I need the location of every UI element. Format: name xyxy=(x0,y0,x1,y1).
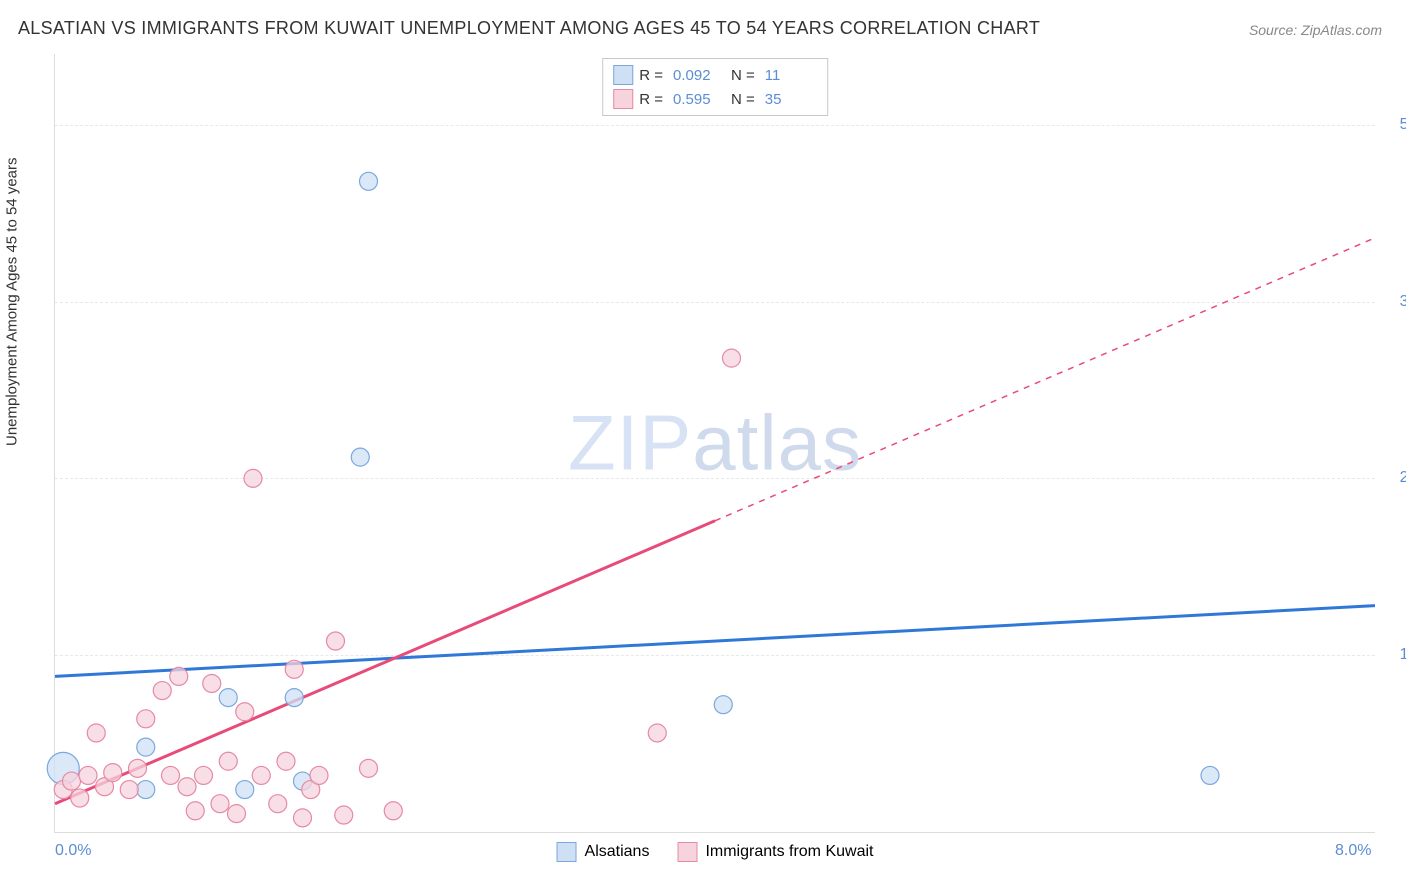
legend-swatch-alsatians xyxy=(557,842,577,862)
data-point-kuwait xyxy=(170,667,188,685)
data-point-alsatians xyxy=(236,781,254,799)
data-point-kuwait xyxy=(79,766,97,784)
data-point-kuwait xyxy=(162,766,180,784)
data-point-kuwait xyxy=(87,724,105,742)
data-point-kuwait xyxy=(195,766,213,784)
data-point-kuwait xyxy=(294,809,312,827)
data-point-kuwait xyxy=(360,759,378,777)
data-point-kuwait xyxy=(137,710,155,728)
legend-label-alsatians: Alsatians xyxy=(585,843,650,861)
data-point-kuwait xyxy=(203,674,221,692)
data-point-alsatians xyxy=(351,448,369,466)
legend-swatch-kuwait xyxy=(677,842,697,862)
data-point-alsatians xyxy=(714,696,732,714)
data-point-kuwait xyxy=(269,795,287,813)
r-value-kuwait: 0.595 xyxy=(673,91,725,108)
source-attribution: Source: ZipAtlas.com xyxy=(1249,22,1382,38)
data-point-kuwait xyxy=(129,759,147,777)
data-point-alsatians xyxy=(285,689,303,707)
x-tick-label: 8.0% xyxy=(1335,842,1371,860)
data-point-kuwait xyxy=(228,805,246,823)
y-tick-label: 37.5% xyxy=(1400,293,1406,311)
chart-plot-area: ZIPatlas R = 0.092 N = 11 R = 0.595 N = … xyxy=(54,54,1375,833)
legend-label-kuwait: Immigrants from Kuwait xyxy=(705,843,873,861)
n-label: N = xyxy=(731,67,755,84)
trend-line-kuwait xyxy=(55,521,715,804)
r-label: R = xyxy=(639,91,663,108)
data-point-kuwait xyxy=(219,752,237,770)
data-point-kuwait xyxy=(310,766,328,784)
legend-item-kuwait: Immigrants from Kuwait xyxy=(677,842,873,862)
data-point-kuwait xyxy=(327,632,345,650)
y-tick-label: 25.0% xyxy=(1400,469,1406,487)
y-axis-label: Unemployment Among Ages 45 to 54 years xyxy=(4,157,21,446)
legend-row-alsatians: R = 0.092 N = 11 xyxy=(613,63,817,87)
legend-swatch-kuwait xyxy=(613,89,633,109)
data-point-kuwait xyxy=(648,724,666,742)
data-point-alsatians xyxy=(1201,766,1219,784)
legend-row-kuwait: R = 0.595 N = 35 xyxy=(613,87,817,111)
data-point-kuwait xyxy=(723,349,741,367)
y-tick-label: 12.5% xyxy=(1400,646,1406,664)
data-point-kuwait xyxy=(236,703,254,721)
legend-swatch-alsatians xyxy=(613,65,633,85)
data-point-kuwait xyxy=(186,802,204,820)
data-point-kuwait xyxy=(104,764,122,782)
data-point-alsatians xyxy=(137,781,155,799)
data-point-kuwait xyxy=(63,772,81,790)
scatter-svg xyxy=(55,54,1375,832)
chart-title: ALSATIAN VS IMMIGRANTS FROM KUWAIT UNEMP… xyxy=(18,18,1040,39)
data-point-kuwait xyxy=(71,789,89,807)
data-point-kuwait xyxy=(178,778,196,796)
trend-line-alsatians xyxy=(55,606,1375,677)
r-label: R = xyxy=(639,67,663,84)
data-point-kuwait xyxy=(211,795,229,813)
data-point-kuwait xyxy=(277,752,295,770)
legend-series: Alsatians Immigrants from Kuwait xyxy=(557,842,874,862)
n-value-alsatians: 11 xyxy=(765,67,817,84)
data-point-alsatians xyxy=(219,689,237,707)
data-point-kuwait xyxy=(285,660,303,678)
legend-correlation: R = 0.092 N = 11 R = 0.595 N = 35 xyxy=(602,58,828,116)
data-point-kuwait xyxy=(244,469,262,487)
data-point-alsatians xyxy=(360,172,378,190)
trend-line-dashed-kuwait xyxy=(715,238,1375,521)
legend-item-alsatians: Alsatians xyxy=(557,842,650,862)
n-value-kuwait: 35 xyxy=(765,91,817,108)
data-point-alsatians xyxy=(137,738,155,756)
data-point-kuwait xyxy=(384,802,402,820)
data-point-kuwait xyxy=(153,682,171,700)
data-point-kuwait xyxy=(120,781,138,799)
data-point-kuwait xyxy=(335,806,353,824)
x-tick-label: 0.0% xyxy=(55,842,91,860)
n-label: N = xyxy=(731,91,755,108)
y-tick-label: 50.0% xyxy=(1400,116,1406,134)
data-point-kuwait xyxy=(252,766,270,784)
r-value-alsatians: 0.092 xyxy=(673,67,725,84)
